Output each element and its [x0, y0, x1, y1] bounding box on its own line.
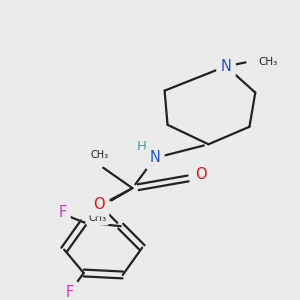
Text: O: O [94, 197, 105, 212]
Text: CH₃: CH₃ [88, 212, 106, 223]
Text: H: H [136, 140, 146, 153]
Text: F: F [58, 205, 66, 220]
Text: CH₃: CH₃ [258, 57, 278, 68]
Text: N: N [220, 59, 232, 74]
Text: F: F [66, 285, 74, 300]
Text: CH₃: CH₃ [90, 150, 108, 160]
Text: N: N [149, 150, 160, 165]
Text: O: O [195, 167, 206, 182]
